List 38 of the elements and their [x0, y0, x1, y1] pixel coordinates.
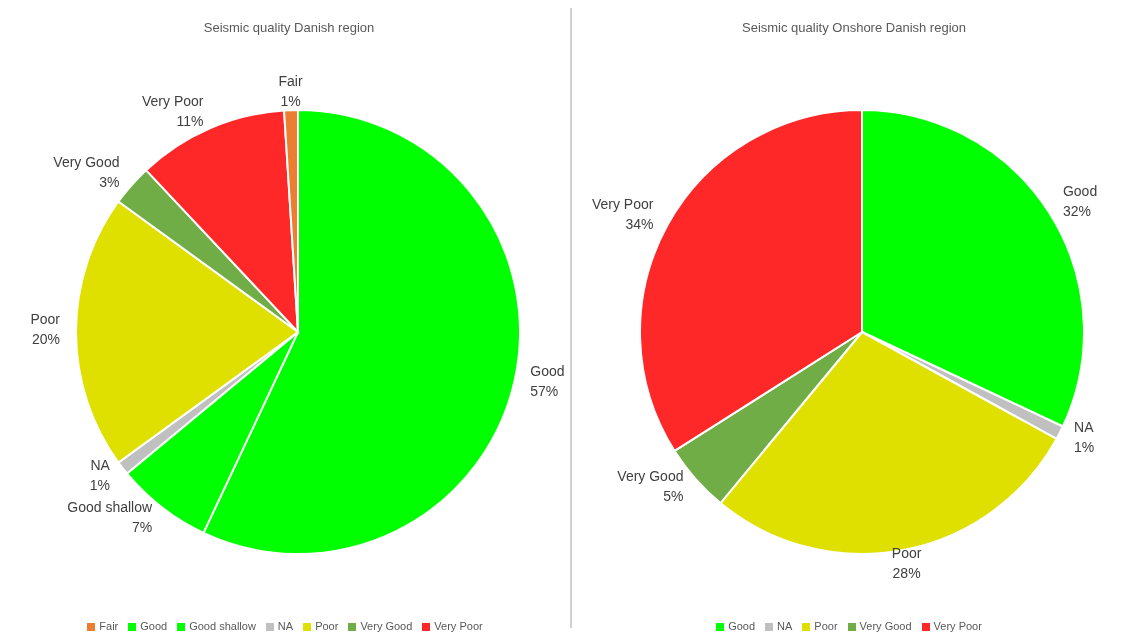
- data-label: 32%: [1062, 203, 1091, 220]
- data-label: 1%: [89, 476, 110, 493]
- data-label: 1%: [1074, 439, 1095, 456]
- data-label: 11%: [176, 112, 204, 129]
- data-label: 7%: [131, 519, 153, 536]
- chart-title: Seismic quality Onshore Danish region: [741, 19, 967, 37]
- legend-label: Very Good: [859, 620, 912, 632]
- legend-label: Very Poor: [933, 620, 982, 632]
- slice-label: Poor: [30, 311, 61, 327]
- slice-label: NA: [90, 456, 111, 473]
- legend-label: Good: [140, 620, 168, 632]
- legend-label: Poor: [315, 620, 339, 632]
- slice-label: Good: [530, 362, 565, 379]
- data-label: 1%: [280, 93, 301, 110]
- legend-label: Good shallow: [189, 620, 256, 632]
- data-label: 34%: [625, 216, 654, 233]
- slice-label: Very Poor: [141, 92, 204, 109]
- data-label: 57%: [530, 382, 559, 399]
- legend-label: NA: [277, 620, 294, 632]
- legend-label: Poor: [814, 620, 838, 632]
- slice-label: Poor: [891, 544, 922, 561]
- data-label: 5%: [663, 488, 684, 505]
- data-label: 3%: [99, 173, 120, 190]
- slice-label: Fair: [278, 73, 303, 90]
- legend-label: Very Poor: [434, 620, 483, 632]
- legend-label: Fair: [99, 620, 119, 632]
- slice-label: Very Good: [617, 468, 684, 485]
- slice-label: Good shallow: [67, 499, 154, 516]
- data-label: 28%: [892, 564, 921, 581]
- legend-label: NA: [777, 620, 793, 632]
- legend-label: Good: [728, 620, 756, 632]
- data-label: 20%: [31, 331, 60, 347]
- slice-label: Very Good: [53, 153, 120, 170]
- legend-label: Very Good: [360, 620, 413, 632]
- slice-label: Very Poor: [591, 196, 654, 213]
- slice-label: NA: [1074, 419, 1095, 436]
- chart-title: Seismic quality Danish region: [202, 19, 376, 37]
- slice-label: Good: [1062, 183, 1098, 200]
